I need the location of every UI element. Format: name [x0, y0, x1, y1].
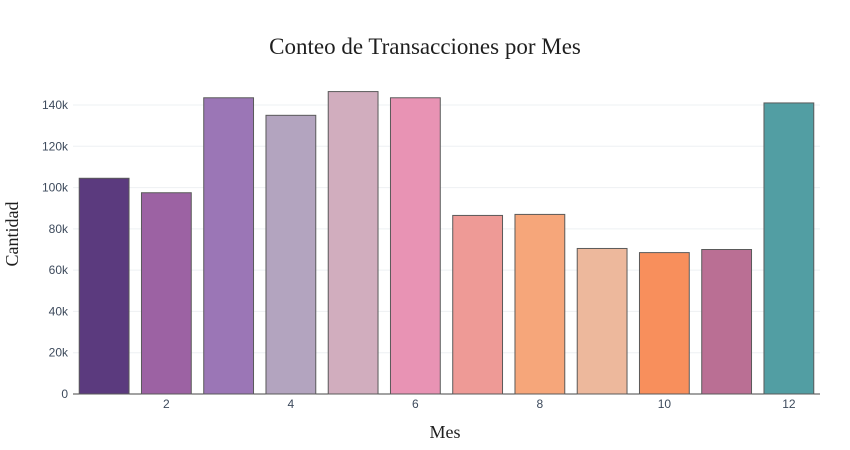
x-tick-label: 10: [658, 397, 672, 411]
y-tick-label: 100k: [42, 181, 69, 195]
bar-month-1: [78, 177, 130, 395]
bar-month-6: [389, 97, 441, 395]
chart-title: Conteo de Transacciones por Mes: [269, 34, 581, 59]
x-axis-title: Mes: [430, 422, 461, 442]
bar-month-8: [514, 213, 566, 395]
bar-month-4: [265, 114, 317, 395]
x-tick-label: 6: [412, 397, 419, 411]
bar-month-7: [452, 214, 504, 395]
y-tick-label: 80k: [49, 222, 69, 236]
x-axis-ticks: 2 4 6 8 10 12: [163, 397, 796, 411]
bar-month-3: [203, 97, 255, 395]
y-tick-label: 40k: [49, 304, 69, 318]
bars: [78, 91, 815, 395]
y-tick-label: 120k: [42, 139, 69, 153]
x-tick-label: 8: [537, 397, 544, 411]
x-tick-label: 12: [782, 397, 796, 411]
y-tick-label: 60k: [49, 263, 69, 277]
bar-month-12: [763, 102, 815, 395]
x-tick-label: 4: [288, 397, 295, 411]
bar-month-11: [701, 249, 753, 395]
x-tick-label: 2: [163, 397, 170, 411]
y-tick-label: 20k: [49, 346, 69, 360]
gridlines: [73, 104, 820, 395]
bar-month-2: [140, 192, 192, 395]
y-tick-label: 140k: [42, 98, 69, 112]
bar-month-9: [576, 247, 628, 395]
bar-month-5: [327, 91, 379, 395]
y-axis-ticks: 0 20k 40k 60k 80k 100k 120k 140k: [42, 98, 69, 401]
y-tick-label: 0: [61, 387, 68, 401]
y-axis-title: Cantidad: [2, 202, 22, 267]
bar-month-10: [638, 252, 690, 395]
